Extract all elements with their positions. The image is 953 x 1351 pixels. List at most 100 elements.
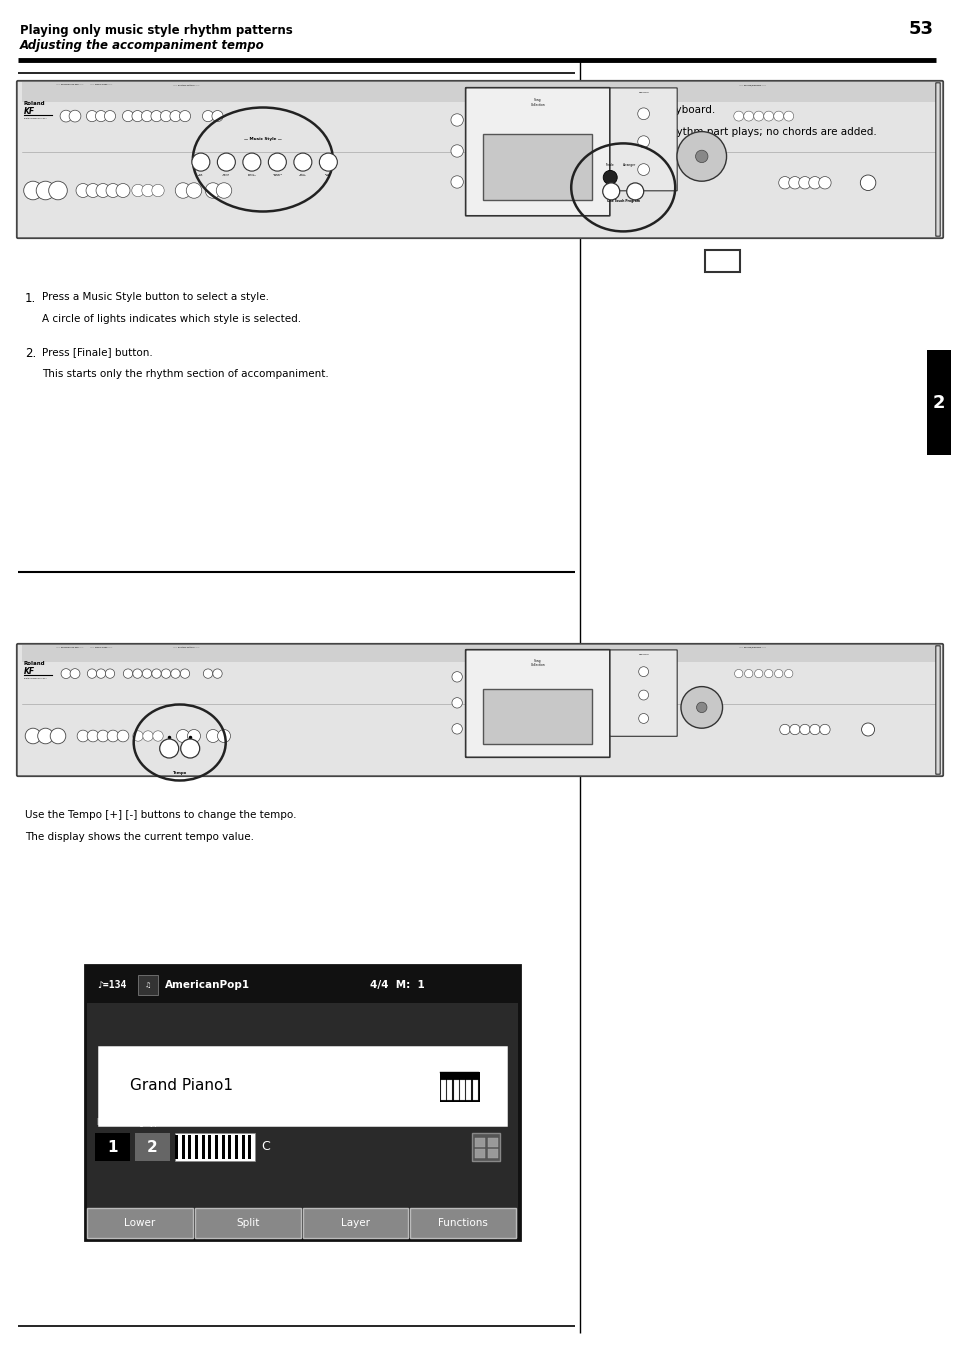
Text: Use the Tempo [+] [-] buttons to change the tempo.: Use the Tempo [+] [-] buttons to change … [25,811,296,820]
Circle shape [152,184,164,197]
Circle shape [733,111,743,122]
Circle shape [70,669,80,678]
Bar [234,1135,237,1159]
Circle shape [36,181,54,200]
Circle shape [116,184,130,197]
Bar [475,1148,484,1158]
Text: Arranger: Arranger [622,163,636,168]
FancyBboxPatch shape [935,646,940,774]
Circle shape [743,670,752,678]
Circle shape [132,184,144,197]
Circle shape [176,730,190,743]
Circle shape [142,184,154,197]
Text: Roland: Roland [24,100,46,105]
Circle shape [117,730,129,742]
Bar [201,1135,205,1159]
Circle shape [743,111,753,122]
Bar [214,1135,218,1159]
Circle shape [783,670,792,678]
Circle shape [637,108,649,120]
Bar [454,1079,458,1100]
Circle shape [96,184,110,197]
Circle shape [788,177,801,189]
Circle shape [175,182,191,199]
Text: Pop
Rock: Pop Rock [198,173,203,176]
FancyBboxPatch shape [935,82,940,236]
Bar [228,1135,231,1159]
Circle shape [107,730,119,742]
Bar [138,975,158,994]
Circle shape [205,182,220,199]
Bar [248,1135,251,1159]
Text: Roland: Roland [24,661,46,666]
Bar [174,1135,178,1159]
Circle shape [638,690,648,700]
Circle shape [49,181,68,200]
Text: Lower: Lower [124,1219,155,1228]
Circle shape [203,669,213,678]
Text: C: C [261,1140,270,1154]
Text: The display shows the current tempo value.: The display shows the current tempo valu… [25,832,253,842]
Bar [87,1208,193,1238]
Text: Only the rhythm part plays; no chords are added.: Only the rhythm part plays; no chords ar… [618,127,876,136]
Circle shape [152,669,161,678]
Circle shape [76,184,90,197]
Bar [475,1138,484,1147]
Circle shape [160,111,172,122]
Circle shape [104,111,115,122]
Text: Tempo: Tempo [172,770,187,774]
Circle shape [778,177,790,189]
Text: This starts only the rhythm section of accompaniment.: This starts only the rhythm section of a… [42,369,329,380]
Circle shape [294,153,312,172]
Circle shape [680,686,721,728]
Circle shape [452,724,462,734]
Text: 4/4  M:  1: 4/4 M: 1 [370,979,424,990]
Bar [181,1135,185,1159]
Circle shape [132,669,142,678]
Text: —— Record/Playback ——: —— Record/Playback —— [738,647,765,648]
Circle shape [97,730,109,742]
Circle shape [87,111,97,122]
Circle shape [61,669,71,678]
Circle shape [60,111,71,122]
Circle shape [451,113,463,126]
Bar [926,350,950,455]
FancyBboxPatch shape [609,88,677,190]
Circle shape [861,723,874,736]
Circle shape [105,669,114,678]
Text: Playing only music style rhythm patterns: Playing only music style rhythm patterns [20,24,293,36]
Circle shape [87,730,99,742]
Circle shape [217,153,235,172]
Circle shape [216,182,232,199]
Circle shape [106,184,120,197]
Circle shape [602,170,617,184]
Bar [194,1208,300,1238]
Text: 3.: 3. [599,105,611,118]
Circle shape [25,728,41,744]
Text: E.Mus.
Country: E.Mus. Country [247,173,256,176]
Text: KF: KF [24,667,35,676]
Bar [95,1133,130,1161]
Circle shape [142,669,152,678]
Circle shape [637,163,649,176]
Circle shape [774,670,782,678]
Text: —— Record/Playback ——: —— Record/Playback —— [738,84,765,86]
Circle shape [860,176,875,190]
Bar [410,1208,516,1238]
Circle shape [96,669,106,678]
Bar [302,1208,408,1238]
Bar [447,1079,452,1100]
Circle shape [798,177,810,189]
Circle shape [151,111,162,122]
Bar [87,967,517,1002]
Circle shape [638,713,648,723]
Text: A circle of lights indicates which style is selected.: A circle of lights indicates which style… [42,313,301,324]
Circle shape [763,670,772,678]
Bar [440,1079,446,1100]
Circle shape [763,111,773,122]
Text: AmericanPop1: AmericanPop1 [165,979,250,990]
Circle shape [754,670,762,678]
Circle shape [319,153,337,172]
Bar [22,644,937,662]
Circle shape [217,730,231,743]
